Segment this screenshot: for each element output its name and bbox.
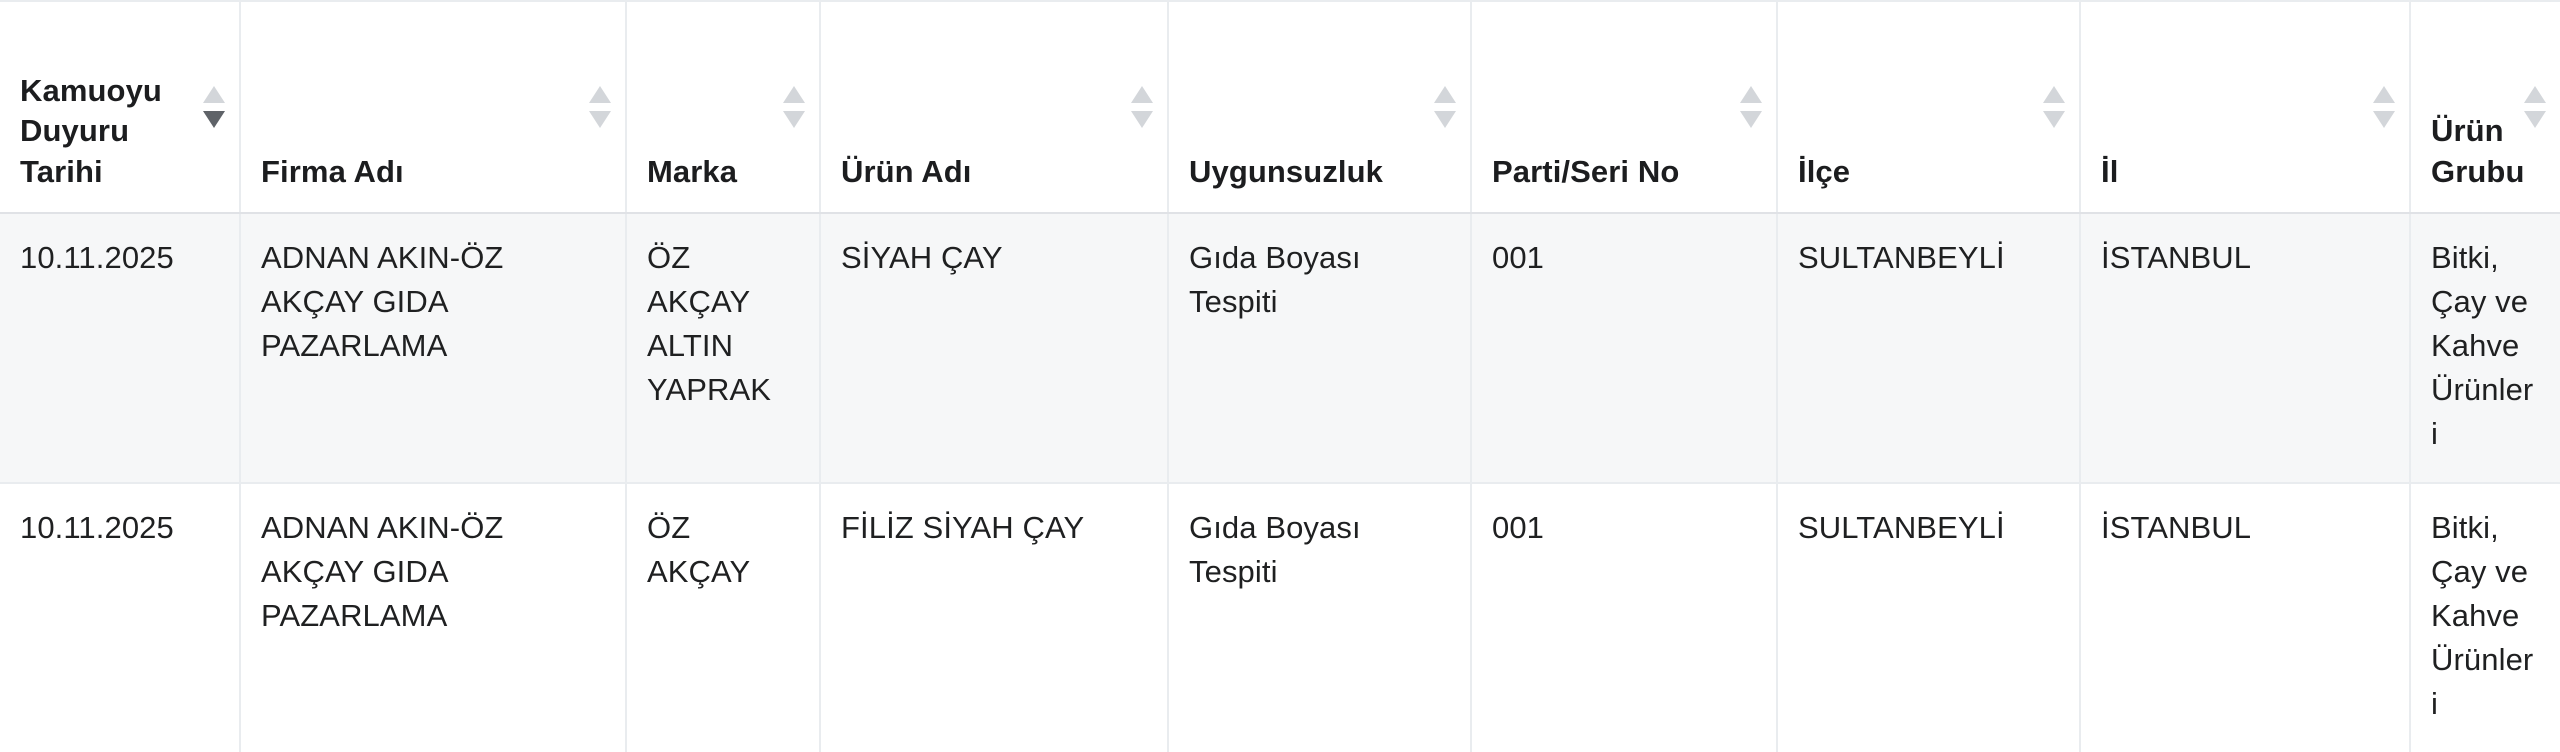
sort-double-arrow-icon[interactable] bbox=[2043, 86, 2065, 128]
cell-ilce: SULTANBEYLİ bbox=[1777, 213, 2081, 485]
sort-arrow-up-icon bbox=[203, 86, 225, 103]
cell-kamuoyu-duyuru-tarihi: 10.11.2025 bbox=[0, 213, 241, 485]
sort-arrow-up-icon bbox=[2524, 86, 2546, 103]
column-header-uygunsuzluk[interactable]: Uygunsuzluk bbox=[1168, 0, 1472, 214]
sort-arrow-up-icon bbox=[2373, 86, 2395, 103]
column-header-label: İl bbox=[2101, 153, 2119, 189]
column-header-label: Uygunsuzluk bbox=[1189, 153, 1384, 189]
sort-double-arrow-icon[interactable] bbox=[1131, 86, 1153, 128]
cell-urun-grubu: Bitki, Çay ve Kahve Ürünleri bbox=[2410, 213, 2560, 485]
sort-arrow-down-icon bbox=[203, 111, 225, 128]
column-header-label: Marka bbox=[647, 153, 738, 189]
column-header-label: Parti/Seri No bbox=[1492, 153, 1680, 189]
table-row[interactable]: 10.11.2025 ADNAN AKIN-ÖZ AKÇAY GIDA PAZA… bbox=[0, 213, 2560, 485]
column-header-il[interactable]: İl bbox=[2080, 0, 2411, 214]
table-body: 10.11.2025 ADNAN AKIN-ÖZ AKÇAY GIDA PAZA… bbox=[0, 213, 2560, 752]
column-header-urun-adi[interactable]: Ürün Adı bbox=[820, 0, 1169, 214]
table-row[interactable]: 10.11.2025 ADNAN AKIN-ÖZ AKÇAY GIDA PAZA… bbox=[0, 483, 2560, 752]
cell-urun-grubu: Bitki, Çay ve Kahve Ürünleri bbox=[2410, 483, 2560, 752]
sort-arrow-up-icon bbox=[1434, 86, 1456, 103]
sort-double-arrow-icon[interactable] bbox=[589, 86, 611, 128]
sort-arrow-down-icon bbox=[2043, 111, 2065, 128]
sort-arrow-down-icon bbox=[1740, 111, 1762, 128]
column-header-ilce[interactable]: İlçe bbox=[1777, 0, 2081, 214]
column-header-label: Ürün Grubu bbox=[2431, 113, 2525, 189]
column-header-label: Firma Adı bbox=[261, 153, 404, 189]
sort-arrow-down-icon bbox=[1131, 111, 1153, 128]
cell-uygunsuzluk: Gıda Boyası Tespiti bbox=[1168, 483, 1472, 752]
sort-arrow-up-icon bbox=[2043, 86, 2065, 103]
sort-arrow-down-icon bbox=[783, 111, 805, 128]
sort-arrow-down-icon bbox=[2524, 111, 2546, 128]
sort-arrow-up-icon bbox=[1740, 86, 1762, 103]
sort-double-arrow-icon[interactable] bbox=[1740, 86, 1762, 128]
cell-firma-adi: ADNAN AKIN-ÖZ AKÇAY GIDA PAZARLAMA bbox=[240, 483, 627, 752]
column-header-parti-seri-no[interactable]: Parti/Seri No bbox=[1471, 0, 1778, 214]
sort-arrow-up-icon bbox=[1131, 86, 1153, 103]
sort-double-arrow-icon[interactable] bbox=[1434, 86, 1456, 128]
cell-urun-adi: FİLİZ SİYAH ÇAY bbox=[820, 483, 1169, 752]
column-header-urun-grubu[interactable]: Ürün Grubu bbox=[2410, 0, 2560, 214]
cell-urun-adi: SİYAH ÇAY bbox=[820, 213, 1169, 485]
cell-firma-adi: ADNAN AKIN-ÖZ AKÇAY GIDA PAZARLAMA bbox=[240, 213, 627, 485]
sort-double-arrow-icon[interactable] bbox=[2373, 86, 2395, 128]
cell-parti-seri-no: 001 bbox=[1471, 483, 1778, 752]
sort-double-arrow-icon[interactable] bbox=[2524, 86, 2546, 128]
column-header-label: Kamuoyu Duyuru Tarihi bbox=[20, 73, 162, 189]
cell-kamuoyu-duyuru-tarihi: 10.11.2025 bbox=[0, 483, 241, 752]
sort-arrow-up-icon bbox=[589, 86, 611, 103]
cell-marka: ÖZ AKÇAY bbox=[626, 483, 821, 752]
column-header-kamuoyu-duyuru-tarihi[interactable]: Kamuoyu Duyuru Tarihi bbox=[0, 0, 241, 214]
table-header: Kamuoyu Duyuru Tarihi Firma Adı Marka bbox=[0, 0, 2560, 214]
table-header-row: Kamuoyu Duyuru Tarihi Firma Adı Marka bbox=[0, 0, 2560, 214]
sort-arrow-down-icon bbox=[2373, 111, 2395, 128]
cell-uygunsuzluk: Gıda Boyası Tespiti bbox=[1168, 213, 1472, 485]
sort-double-arrow-icon[interactable] bbox=[783, 86, 805, 128]
column-header-label: İlçe bbox=[1798, 153, 1851, 189]
sort-arrow-up-icon bbox=[783, 86, 805, 103]
column-header-label: Ürün Adı bbox=[841, 153, 972, 189]
column-header-firma-adi[interactable]: Firma Adı bbox=[240, 0, 627, 214]
sort-arrow-down-icon bbox=[589, 111, 611, 128]
column-header-marka[interactable]: Marka bbox=[626, 0, 821, 214]
cell-ilce: SULTANBEYLİ bbox=[1777, 483, 2081, 752]
sort-double-arrow-icon[interactable] bbox=[203, 86, 225, 128]
cell-marka: ÖZ AKÇAY ALTIN YAPRAK bbox=[626, 213, 821, 485]
cell-il: İSTANBUL bbox=[2080, 213, 2411, 485]
cell-il: İSTANBUL bbox=[2080, 483, 2411, 752]
cell-parti-seri-no: 001 bbox=[1471, 213, 1778, 485]
sort-arrow-down-icon bbox=[1434, 111, 1456, 128]
